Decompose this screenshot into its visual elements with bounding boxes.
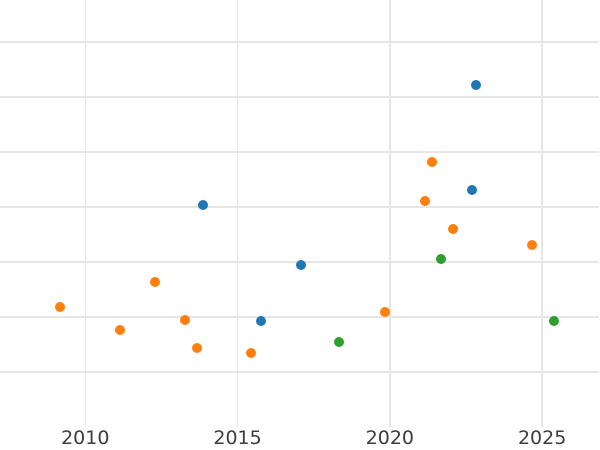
data-point-blue — [471, 80, 482, 91]
gridline-vertical — [236, 0, 239, 427]
gridline-horizontal — [0, 151, 599, 153]
data-point-orange — [426, 156, 437, 167]
data-point-orange — [419, 195, 430, 206]
data-point-green — [548, 315, 559, 326]
gridline-vertical — [389, 0, 391, 427]
data-point-orange — [379, 306, 390, 317]
data-point-blue — [198, 200, 209, 211]
data-point-blue — [467, 184, 478, 195]
data-point-orange — [115, 324, 125, 335]
data-point-orange — [448, 224, 459, 235]
x-tick-label: 2010 — [61, 427, 110, 449]
gridline-horizontal — [0, 41, 599, 43]
data-point-orange — [245, 347, 256, 358]
gridline-horizontal — [0, 316, 599, 318]
gridline-horizontal — [0, 371, 599, 373]
gridline-vertical — [541, 0, 543, 427]
gridline-horizontal — [0, 206, 599, 208]
data-point-orange — [179, 314, 190, 325]
data-point-green — [334, 336, 345, 347]
data-point-orange — [150, 277, 161, 288]
data-point-orange — [527, 239, 538, 250]
x-tick-label: 2025 — [517, 427, 567, 449]
data-point-orange — [192, 343, 203, 354]
data-point-blue — [295, 259, 306, 270]
x-tick-label: 2020 — [365, 427, 415, 449]
data-point-orange — [55, 302, 66, 313]
x-tick-label: 2015 — [213, 427, 262, 449]
data-point-green — [436, 253, 446, 264]
gridline-horizontal — [0, 96, 599, 98]
gridline-vertical — [84, 0, 87, 427]
data-point-blue — [255, 315, 266, 326]
